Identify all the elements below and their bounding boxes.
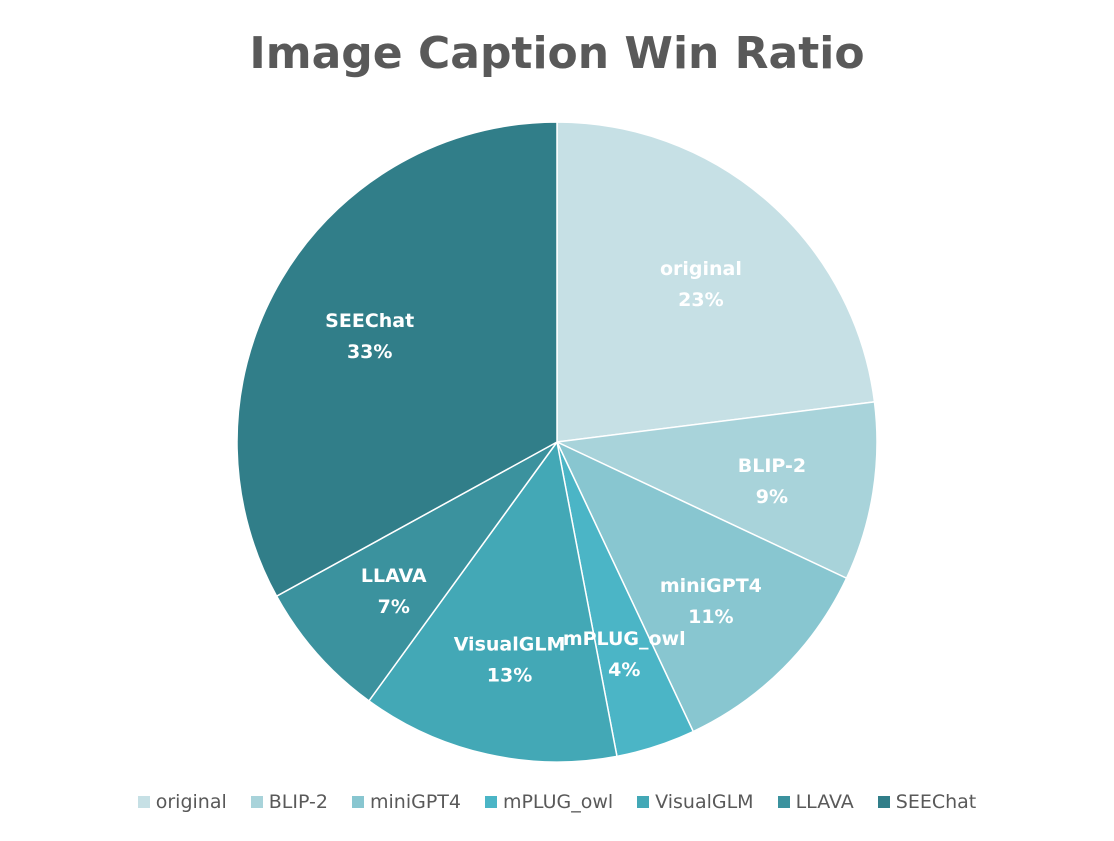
- slice-label-value: 13%: [487, 664, 532, 686]
- slice-label-value: 33%: [347, 341, 392, 363]
- slice-label-value: 11%: [688, 606, 733, 628]
- legend-item-blip-2: BLIP-2: [250, 791, 328, 813]
- pie-slices: [236, 121, 878, 763]
- slice-label-name: original: [660, 258, 742, 280]
- slice-label-seechat: SEEChat 33%: [325, 310, 414, 363]
- slice-label-mplug-owl: mPLUG_owl 4%: [563, 628, 686, 681]
- legend-item-mplug-owl: mPLUG_owl: [484, 791, 614, 813]
- legend-label: LLAVA: [795, 791, 854, 813]
- legend-swatch: [250, 796, 263, 808]
- legend-swatch: [484, 796, 497, 808]
- pie-slice-seechat: [236, 121, 558, 598]
- slice-label-value: 7%: [378, 596, 410, 618]
- legend-item-original: original: [137, 791, 227, 813]
- slice-label-value: 9%: [756, 486, 788, 508]
- legend-swatch: [877, 796, 890, 808]
- legend: original BLIP-2 miniGPT4 mPLUG_owl VisualGLM…: [0, 791, 1114, 813]
- legend-item-visualglm: VisualGLM: [637, 791, 754, 813]
- slice-label-original: original 23%: [660, 258, 742, 311]
- legend-swatch: [351, 796, 364, 808]
- slice-label-name: miniGPT4: [660, 575, 762, 597]
- legend-swatch: [637, 796, 650, 808]
- legend-item-seechat: SEEChat: [877, 791, 977, 813]
- slice-label-value: 4%: [608, 659, 640, 681]
- legend-label: SEEChat: [895, 791, 977, 813]
- slice-label-visualglm: VisualGLM 13%: [454, 633, 566, 686]
- legend-label: BLIP-2: [268, 791, 328, 813]
- pie-slice-minigpt4: [555, 440, 848, 733]
- pie-slice-llava: [275, 441, 558, 702]
- slice-label-llava: LLAVA 7%: [361, 565, 427, 618]
- slice-label-name: LLAVA: [361, 565, 427, 587]
- slice-label-name: BLIP-2: [738, 455, 806, 477]
- legend-label: VisualGLM: [655, 791, 754, 813]
- slice-label-name: VisualGLM: [454, 633, 566, 655]
- slice-label-name: mPLUG_owl: [563, 628, 686, 650]
- legend-item-llava: LLAVA: [777, 791, 854, 813]
- legend-label: miniGPT4: [369, 791, 461, 813]
- pie-slice-visualglm: [367, 440, 618, 763]
- slice-label-blip-2: BLIP-2 9%: [738, 455, 806, 508]
- legend-item-minigpt4: miniGPT4: [351, 791, 461, 813]
- pie-slice-original: [556, 121, 876, 443]
- pie-labels: original 23% BLIP-2 9% miniGPT4 11%mPLUG_owl 4…: [325, 258, 806, 687]
- chart-title: Image Caption Win Ratio: [249, 28, 865, 79]
- slice-label-value: 23%: [678, 289, 723, 311]
- legend-label: mPLUG_owl: [502, 791, 614, 813]
- legend-label: original: [155, 791, 227, 813]
- slice-label-name: SEEChat: [325, 310, 414, 332]
- slice-label-minigpt4: miniGPT4 11%: [660, 575, 762, 628]
- legend-swatch: [137, 796, 150, 808]
- legend-swatch: [777, 796, 790, 808]
- pie-slice-blip-2: [554, 401, 878, 580]
